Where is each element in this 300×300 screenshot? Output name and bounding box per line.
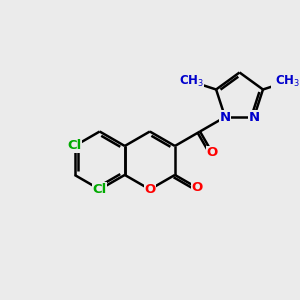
Text: O: O — [207, 146, 218, 159]
Text: O: O — [192, 182, 203, 194]
Text: CH$_3$: CH$_3$ — [179, 74, 204, 89]
Text: N: N — [248, 110, 260, 124]
Text: O: O — [144, 183, 155, 196]
Text: Cl: Cl — [68, 140, 82, 152]
Text: Cl: Cl — [93, 183, 107, 196]
Text: N: N — [220, 110, 231, 124]
Text: CH$_3$: CH$_3$ — [275, 74, 300, 89]
